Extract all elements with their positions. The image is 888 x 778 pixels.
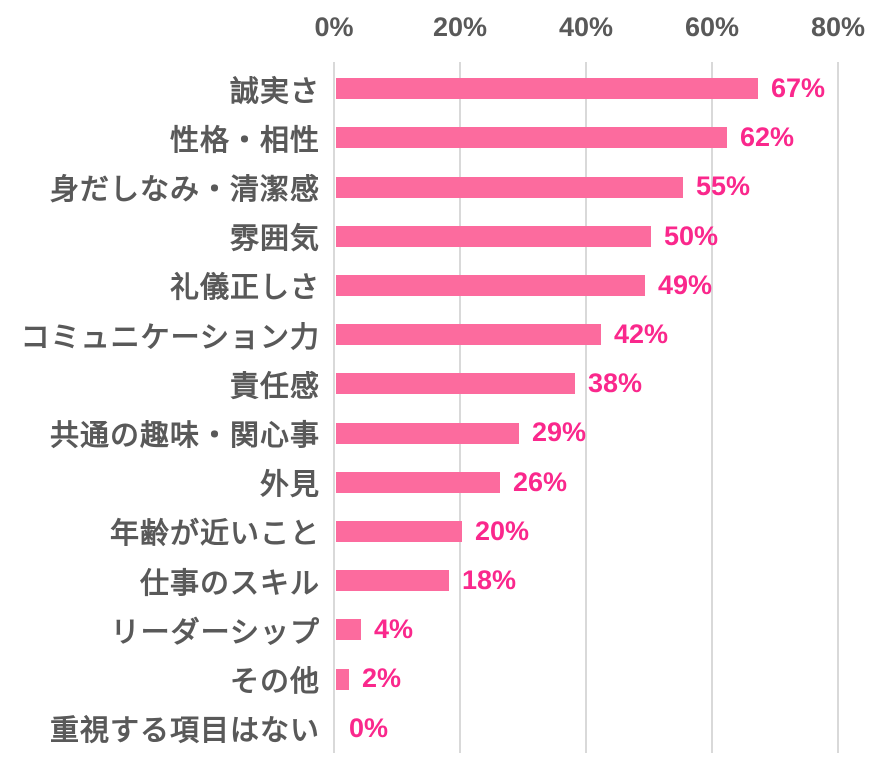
category-label: 仕事のスキル	[139, 567, 320, 600]
category-label: 身だしなみ・清潔感	[49, 173, 320, 206]
gridline	[459, 62, 461, 753]
x-axis-tick-label: 80%	[810, 12, 866, 42]
bar	[336, 225, 651, 247]
value-label: 4%	[374, 614, 414, 645]
x-axis-tick-label: 20%	[432, 12, 488, 42]
bar	[336, 570, 449, 592]
value-label: 49%	[658, 269, 713, 300]
x-axis-tick-label: 40%	[558, 12, 614, 42]
value-label: 62%	[740, 122, 795, 153]
bar	[336, 274, 645, 296]
category-label: 責任感	[229, 370, 320, 403]
bar	[336, 324, 601, 346]
category-label: 性格・相性	[169, 124, 320, 157]
bar	[336, 471, 500, 493]
bar	[336, 422, 519, 444]
bar	[336, 176, 683, 198]
category-label: 外見	[259, 469, 320, 502]
gridline	[837, 62, 839, 753]
gridline	[333, 62, 335, 753]
category-label: コミュニケーション力	[20, 321, 320, 354]
bar	[336, 619, 361, 641]
value-label: 55%	[696, 171, 751, 202]
category-label: 誠実さ	[229, 75, 320, 108]
value-label: 0%	[349, 712, 389, 743]
gridline	[711, 62, 713, 753]
category-label: 共通の趣味・関心事	[49, 419, 320, 452]
category-label: リーダーシップ	[110, 616, 320, 649]
value-label: 42%	[614, 319, 669, 350]
value-label: 50%	[664, 220, 719, 251]
value-label: 67%	[771, 73, 826, 104]
x-axis-tick-label: 0%	[314, 12, 354, 42]
x-axis-tick-label: 60%	[684, 12, 740, 42]
value-label: 29%	[532, 417, 587, 448]
bar	[336, 668, 349, 690]
category-label: 礼儀正しさ	[169, 272, 320, 305]
bar	[336, 127, 727, 149]
value-label: 20%	[475, 515, 530, 546]
value-label: 38%	[588, 368, 643, 399]
value-label: 18%	[462, 565, 517, 596]
value-label: 2%	[362, 663, 402, 694]
value-label: 26%	[513, 466, 568, 497]
gridline	[585, 62, 587, 753]
bar	[336, 373, 575, 395]
category-label: 雰囲気	[229, 223, 320, 256]
category-label: 年齢が近いこと	[109, 518, 320, 551]
category-label: 重視する項目はない	[49, 715, 320, 748]
bar	[336, 78, 758, 100]
category-label: その他	[229, 665, 320, 698]
bar	[336, 520, 462, 542]
